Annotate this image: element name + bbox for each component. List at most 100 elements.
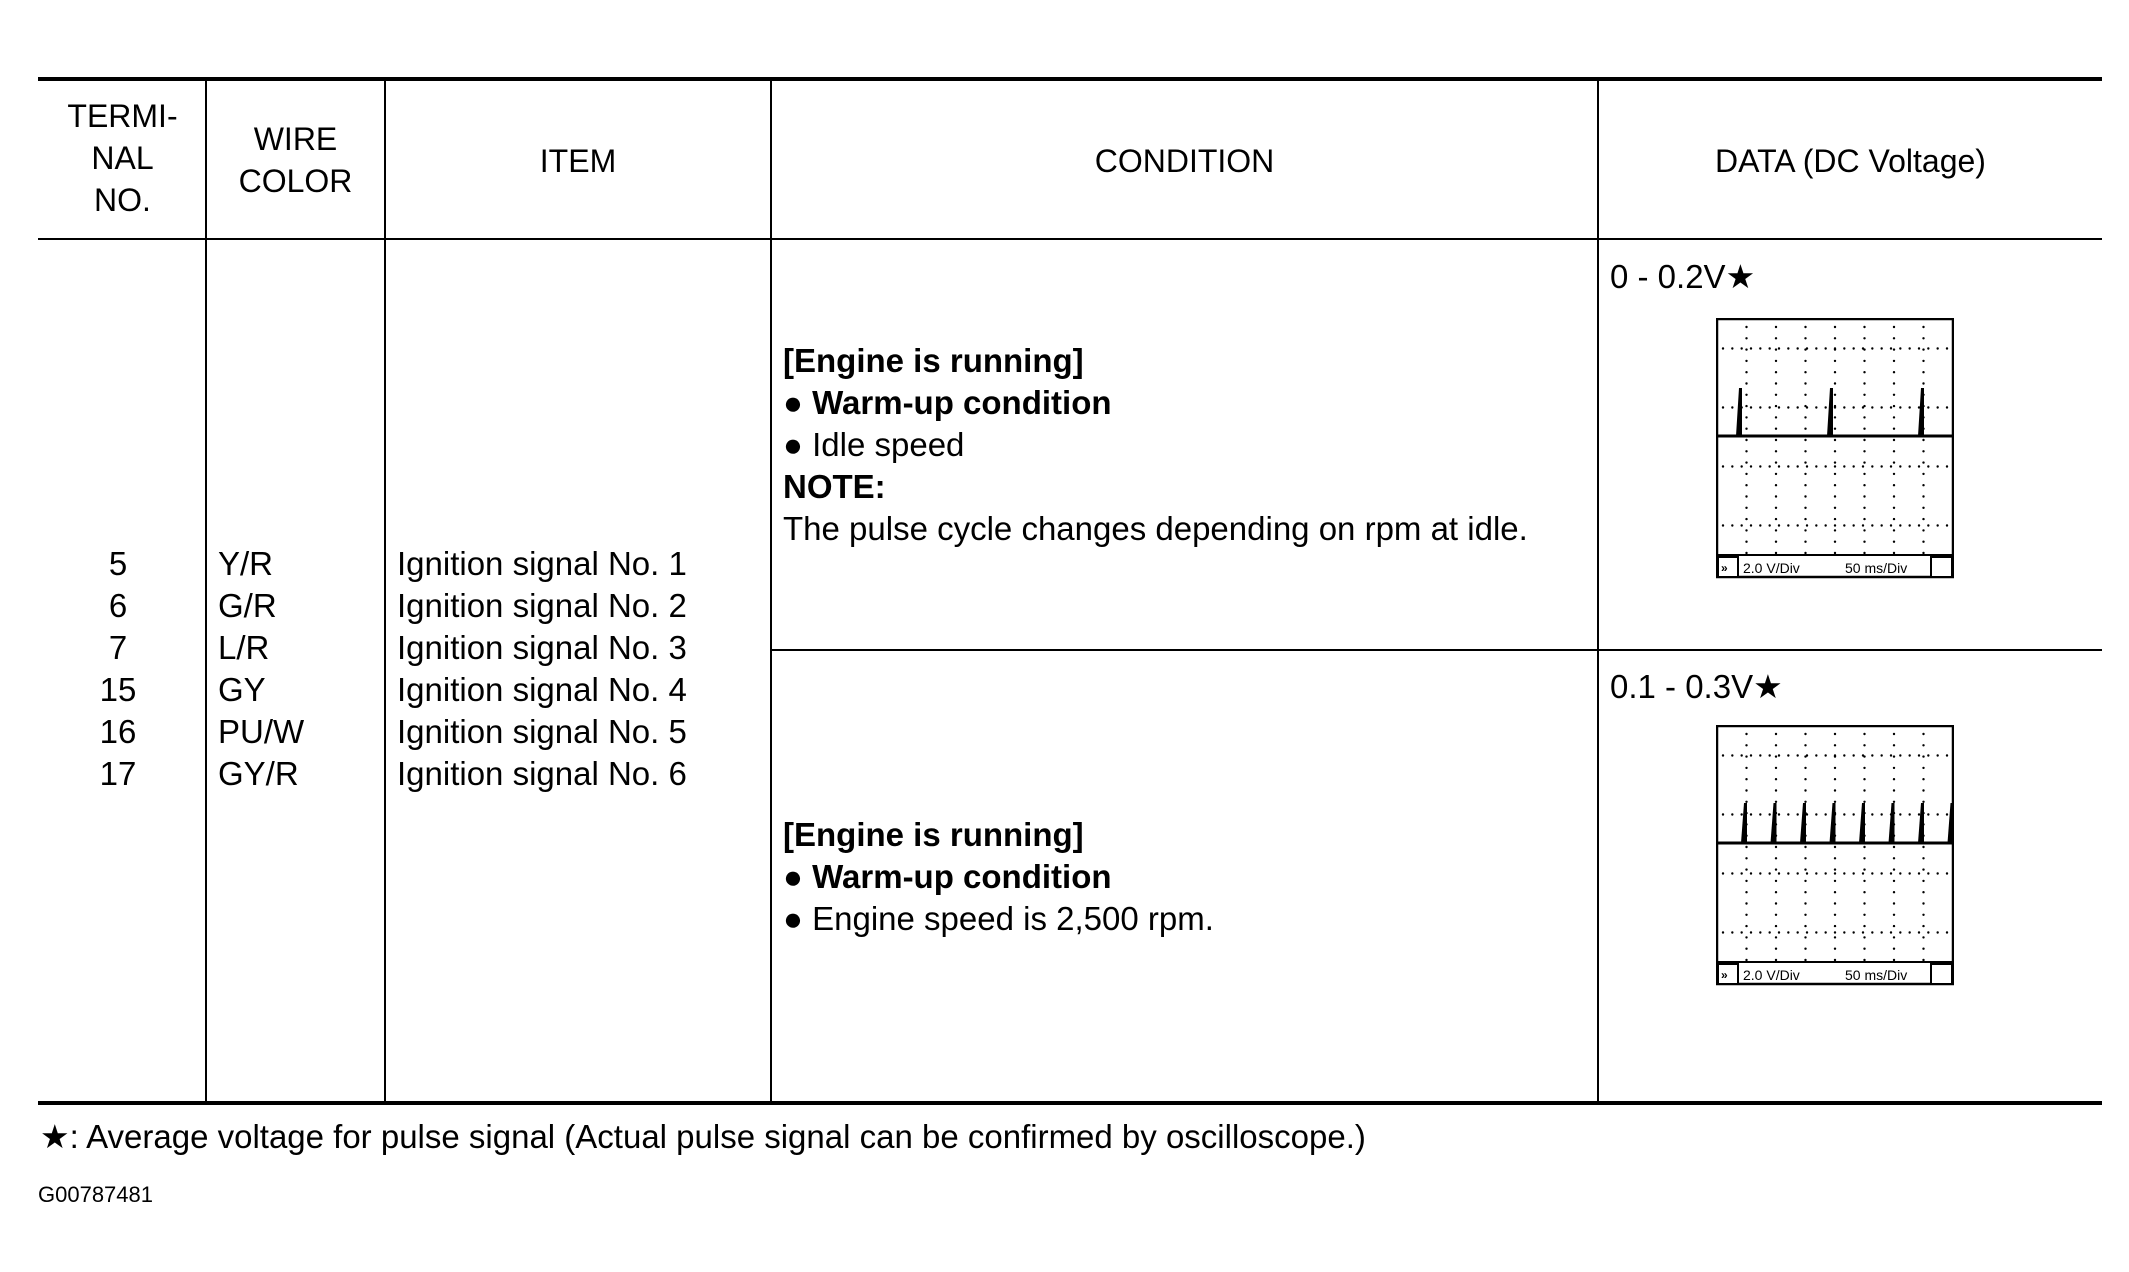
grid-dot — [1787, 524, 1790, 527]
grid-dot — [1804, 484, 1807, 487]
grid-dot — [1777, 406, 1781, 409]
bullet-text: Warm-up condition — [812, 384, 1112, 421]
grid-dot — [1922, 551, 1925, 555]
pulse-spike — [1888, 803, 1895, 843]
grid-dot — [1721, 524, 1725, 527]
grid-dot — [1745, 857, 1748, 860]
grid-dot — [1833, 551, 1837, 555]
grid-dot — [1922, 461, 1925, 464]
grid-dot — [1892, 551, 1896, 555]
grid-dot — [1892, 416, 1896, 419]
grid-dot — [1843, 931, 1846, 934]
grid-dot — [1815, 813, 1818, 816]
grid-dot — [1945, 931, 1949, 934]
grid-dot — [1863, 879, 1866, 883]
grid-dot — [1863, 924, 1866, 928]
grid-dot — [1774, 416, 1778, 419]
grid-dot — [1892, 472, 1896, 476]
grid-dot — [1833, 371, 1837, 374]
grid-dot — [1863, 857, 1866, 860]
wire-color: GY — [218, 671, 266, 708]
pulse-spike — [1918, 803, 1924, 843]
grid-dot — [1774, 778, 1778, 781]
grid-dot — [1892, 337, 1896, 340]
condition-bullet: ● Idle speed — [783, 426, 965, 463]
grid-dot — [1863, 789, 1866, 792]
grid-dot — [1774, 359, 1778, 363]
grid-dot — [1777, 465, 1781, 468]
grid-dot — [1804, 416, 1807, 419]
grid-dot — [1922, 517, 1925, 521]
grid-dot — [1945, 754, 1949, 757]
grid-dot — [1804, 857, 1807, 860]
grid-dot — [1745, 947, 1748, 950]
grid-dot — [1908, 524, 1911, 527]
grid-dot — [1768, 406, 1771, 409]
pulse-spike — [1947, 803, 1954, 843]
terminal-no: 17 — [99, 755, 137, 792]
grid-dot — [1892, 891, 1896, 894]
grid-dot — [1804, 382, 1807, 385]
grid-dot — [1787, 931, 1790, 934]
grid-dot — [1889, 931, 1893, 934]
grid-dot — [1880, 931, 1883, 934]
item-name: Ignition signal No. 5 — [397, 713, 687, 750]
grid-dot — [1833, 406, 1837, 409]
grid-dot — [1833, 416, 1837, 419]
grid-dot — [1833, 947, 1837, 950]
grid-dot — [1922, 879, 1925, 883]
grid-dot — [1922, 857, 1925, 860]
grid-dot — [1863, 337, 1866, 340]
grid-dot — [1796, 524, 1799, 527]
grid-dot — [1833, 438, 1837, 442]
grid-dot — [1805, 347, 1809, 350]
grid-dot — [1805, 813, 1809, 816]
grid-dot — [1861, 347, 1865, 350]
grid-dot — [1740, 524, 1743, 527]
header-wire-line: WIRE — [253, 121, 338, 157]
grid-dot — [1880, 524, 1883, 527]
grid-dot — [1917, 931, 1921, 934]
grid-dot — [1768, 524, 1771, 527]
grid-dot — [1863, 325, 1866, 329]
grid-dot — [1805, 406, 1809, 409]
grid-dot — [1922, 529, 1925, 532]
grid-dot — [1824, 872, 1827, 875]
run-button-icon — [1717, 963, 1739, 985]
grid-dot — [1861, 406, 1865, 409]
grid-dot — [1833, 931, 1837, 934]
grid-dot — [1833, 789, 1837, 792]
grid-dot — [1852, 813, 1855, 816]
grid-dot — [1880, 813, 1883, 816]
grid-dot — [1804, 902, 1807, 905]
grid-dot — [1768, 931, 1771, 934]
grid-dot — [1824, 406, 1827, 409]
bullet-text: Idle speed — [812, 426, 965, 463]
grid-dot — [1745, 427, 1748, 430]
grid-dot — [1833, 766, 1837, 770]
grid-dot — [1774, 913, 1778, 916]
grid-dot — [1889, 465, 1893, 468]
wire-color: G/R — [218, 587, 277, 624]
footnote: ★: Average voltage for pulse signal (Act… — [40, 1118, 1366, 1155]
grid-dot — [1922, 891, 1925, 894]
pulse-spike — [1741, 803, 1747, 843]
terminal-no: 7 — [108, 629, 128, 666]
grid-dot — [1815, 754, 1818, 757]
grid-dot — [1922, 800, 1925, 803]
grid-dot — [1922, 337, 1925, 340]
grid-dot — [1892, 845, 1896, 849]
grid-dot — [1774, 506, 1778, 509]
grid-dot — [1945, 347, 1949, 350]
grid-dot — [1863, 484, 1866, 487]
bullet-text: Engine speed is 2,500 rpm. — [812, 900, 1214, 937]
grid-dot — [1745, 517, 1748, 521]
grid-dot — [1824, 813, 1827, 816]
grid-dot — [1804, 924, 1807, 928]
grid-dot — [1922, 936, 1925, 939]
grid-dot — [1852, 406, 1855, 409]
grid-dot — [1922, 778, 1925, 781]
grid-dot — [1927, 754, 1930, 757]
grid-dot — [1796, 406, 1799, 409]
wire-color: Y/R — [218, 545, 274, 582]
